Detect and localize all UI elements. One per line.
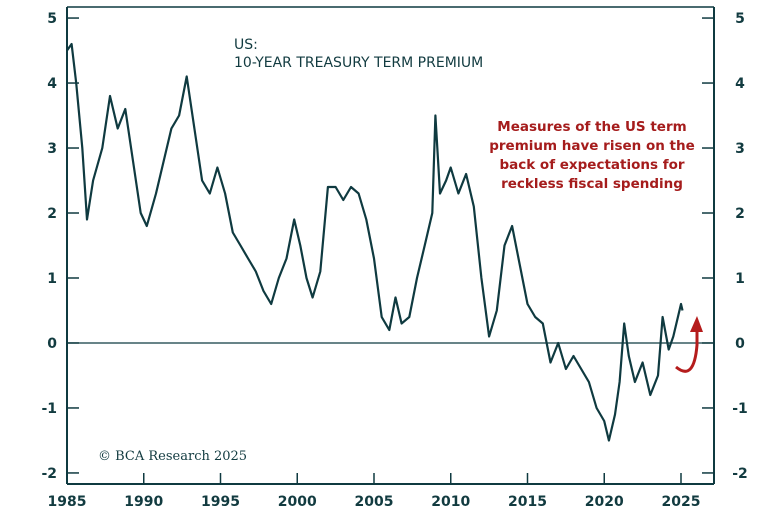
x-tick-label: 2005 <box>355 494 394 510</box>
y-tick-label-right: 0 <box>735 336 745 352</box>
annotation: Measures of the US term premium have ris… <box>489 119 695 192</box>
x-tick-label: 2020 <box>585 494 624 510</box>
y-tick-label-left: 5 <box>47 11 57 27</box>
arrow-shaft <box>675 330 699 373</box>
y-tick-label-right: 3 <box>735 141 745 157</box>
x-tick-label: 1995 <box>201 494 240 510</box>
annotation-line: Measures of the US term <box>497 119 686 135</box>
y-tick-label-right: 4 <box>735 76 745 92</box>
y-tick-label-left: 4 <box>47 76 57 92</box>
x-tick-label: 2000 <box>278 494 317 510</box>
y-tick-label-right: 5 <box>735 11 745 27</box>
annotation-line: back of expectations for <box>499 157 684 173</box>
arrow-head-icon <box>690 316 703 332</box>
y-tick-label-right: 2 <box>735 206 745 222</box>
y-tick-label-right: -2 <box>732 466 748 482</box>
y-tick-label-left: -2 <box>41 466 57 482</box>
y-tick-label-left: 3 <box>47 141 57 157</box>
chart-title: US: <box>234 37 258 53</box>
x-tick-label: 1985 <box>48 494 87 510</box>
annotation-line: premium have risen on the <box>489 138 695 154</box>
series-line <box>66 42 684 442</box>
y-tick-label-right: -1 <box>732 401 748 417</box>
x-tick-label: 2010 <box>431 494 470 510</box>
chart-subtitle: 10-YEAR TREASURY TERM PREMIUM <box>234 55 483 71</box>
y-tick-label-left: 1 <box>47 271 57 287</box>
y-tick-label-right: 1 <box>735 271 745 287</box>
y-tick-label-left: 2 <box>47 206 57 222</box>
annotation-line: reckless fiscal spending <box>501 176 683 192</box>
x-tick-label: 1990 <box>124 494 163 510</box>
copyright-text: © BCA Research 2025 <box>98 449 247 464</box>
y-tick-label-left: -1 <box>41 401 57 417</box>
x-tick-label: 2015 <box>508 494 547 510</box>
y-tick-label-left: 0 <box>47 336 57 352</box>
x-tick-label: 2025 <box>662 494 701 510</box>
